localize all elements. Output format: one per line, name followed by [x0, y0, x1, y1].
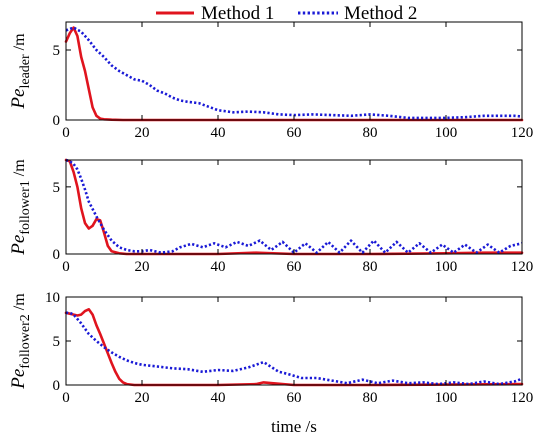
- axes-frame-1: [65, 21, 523, 121]
- series-line-method-2-subplot-3: [66, 311, 523, 386]
- y-tick-label: 0: [53, 378, 61, 394]
- x-tick-label: 0: [62, 259, 70, 275]
- x-tick-label: 40: [211, 390, 226, 406]
- y-tick-label: 0: [53, 247, 61, 263]
- y-tick-label: 10: [45, 290, 60, 306]
- series-line-method-2-subplot-2: [65, 158, 523, 254]
- x-axis-label: time /s: [271, 417, 317, 436]
- series-line-method-2-subplot-1: [65, 26, 523, 120]
- x-tick-label: 60: [287, 390, 302, 406]
- y-axis-label-symbol: Pe: [8, 235, 29, 256]
- y-axis-label-subscript: follower1: [18, 180, 33, 234]
- y-axis-label-symbol: Pe: [8, 89, 29, 110]
- y-tick-label: 5: [53, 334, 61, 350]
- y-axis-label-unit: /m: [11, 159, 28, 180]
- legend-label-method-1: Method 1: [201, 3, 274, 24]
- x-tick-label: 100: [435, 125, 458, 141]
- y-axis-label-unit: /m: [11, 293, 28, 314]
- x-tick-label: 120: [511, 125, 534, 141]
- y-tick-label: 0: [53, 113, 61, 129]
- x-tick-label: 60: [287, 125, 302, 141]
- x-tick-label: 40: [211, 259, 226, 275]
- x-tick-label: 80: [363, 125, 378, 141]
- x-tick-label: 20: [135, 125, 150, 141]
- x-tick-label: 100: [435, 390, 458, 406]
- x-tick-label: 60: [287, 259, 302, 275]
- y-tick-label: 5: [53, 43, 61, 59]
- x-tick-label: 20: [135, 390, 150, 406]
- y-axis-label-symbol: Pe: [8, 369, 29, 390]
- axes-frame-2: [65, 159, 523, 255]
- series-line-method-1-subplot-3: [64, 307, 524, 387]
- x-tick-label: 0: [62, 125, 70, 141]
- y-axis-label-subscript: leader: [18, 54, 33, 89]
- y-axis-label-2: Pefollower1 /m: [8, 159, 33, 256]
- y-axis-label-1: Peleader /m: [8, 33, 33, 110]
- x-tick-label: 40: [211, 125, 226, 141]
- x-tick-label: 120: [511, 390, 534, 406]
- x-tick-label: 80: [363, 259, 378, 275]
- x-tick-label: 80: [363, 390, 378, 406]
- y-tick-label: 5: [53, 180, 61, 196]
- axes-frame-3: [65, 296, 523, 386]
- x-tick-label: 0: [62, 390, 70, 406]
- x-tick-label: 100: [435, 259, 458, 275]
- series-line-method-1-subplot-1: [64, 26, 524, 122]
- x-tick-label: 120: [511, 259, 534, 275]
- legend-label-method-2: Method 2: [344, 3, 417, 24]
- series-line-method-1-subplot-2: [64, 158, 524, 256]
- y-axis-label-3: Pefollower2 /m: [8, 293, 33, 390]
- x-tick-label: 20: [135, 259, 150, 275]
- y-axis-label-subscript: follower2: [18, 314, 33, 368]
- y-axis-label-unit: /m: [11, 33, 28, 54]
